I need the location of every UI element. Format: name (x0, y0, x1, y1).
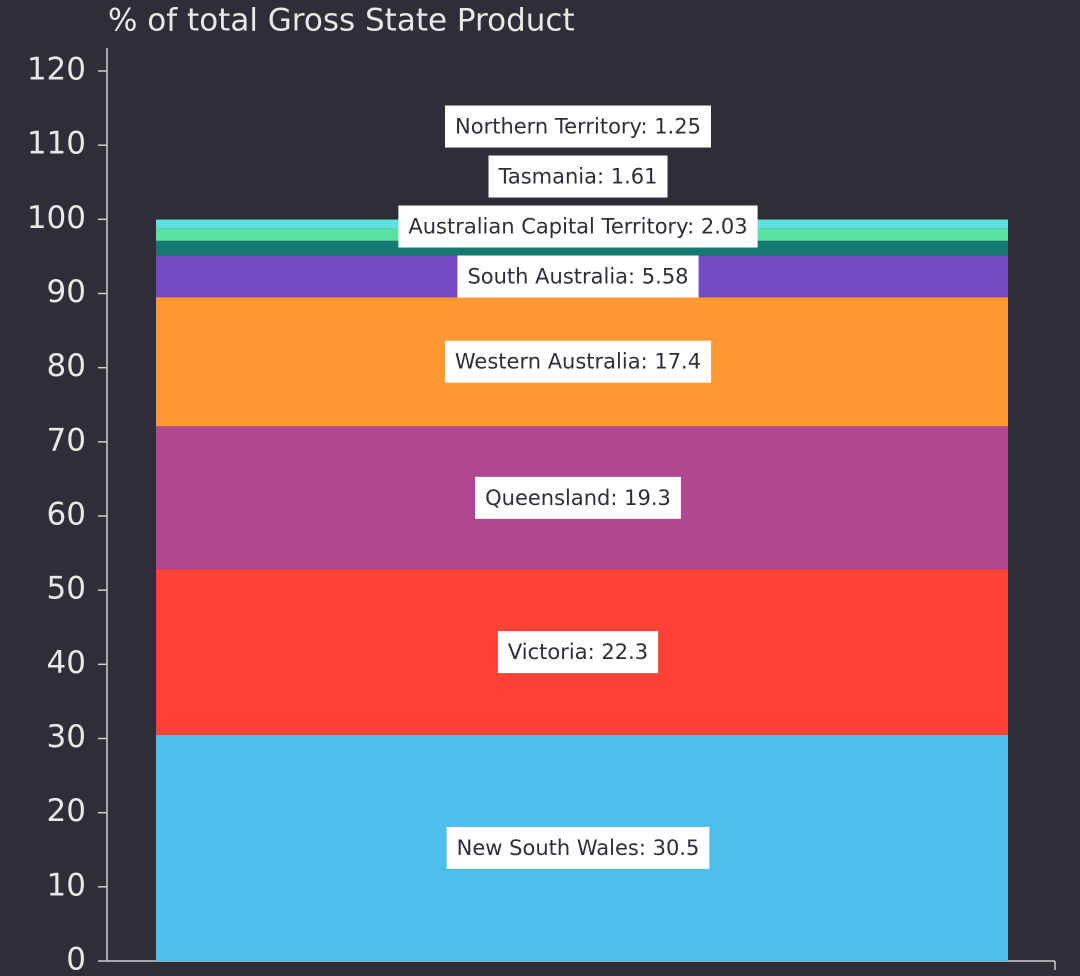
data-label-box (398, 205, 758, 248)
data-label-box (497, 631, 659, 674)
data-label: South Australia: 5.58 (457, 255, 699, 298)
data-label: Australian Capital Territory: 2.03 (398, 205, 758, 248)
y-tick-label: 100 (27, 200, 86, 236)
data-label-box (446, 826, 710, 869)
data-label-text: Tasmania: 1.61 (497, 165, 657, 189)
y-tick-label: 20 (47, 793, 86, 829)
y-tick-label: 120 (27, 52, 86, 88)
data-label: Western Australia: 17.4 (444, 340, 712, 383)
y-tick-label: 50 (47, 571, 86, 607)
data-label-text: Western Australia: 17.4 (455, 350, 701, 374)
data-label-box (444, 340, 712, 383)
data-label-text: South Australia: 5.58 (467, 265, 688, 289)
y-tick-label: 80 (47, 348, 86, 384)
data-label-text: Victoria: 22.3 (508, 640, 648, 664)
data-label-text: Queensland: 19.3 (485, 486, 671, 510)
data-label: Northern Territory: 1.25 (445, 105, 711, 148)
data-label: New South Wales: 30.5 (446, 826, 710, 869)
data-label-text: Australian Capital Territory: 2.03 (408, 215, 747, 239)
bar-segment (156, 240, 1008, 256)
y-tick-label: 0 (66, 942, 86, 976)
data-label-text: New South Wales: 30.5 (457, 836, 700, 860)
y-tick-label: 40 (47, 645, 86, 681)
data-label-box (457, 255, 699, 298)
y-axis-title: % of total Gross State Product (108, 3, 575, 39)
y-tick-label: 30 (47, 719, 86, 755)
y-tick-label: 110 (27, 126, 86, 162)
y-tick-label: 60 (47, 497, 86, 533)
data-label-text: Northern Territory: 1.25 (455, 115, 701, 139)
data-label: Tasmania: 1.61 (488, 155, 668, 198)
data-label-box (475, 476, 681, 519)
data-label-box (488, 155, 668, 198)
y-tick-label: 10 (47, 867, 86, 903)
data-label-box (445, 105, 711, 148)
data-label: Victoria: 22.3 (497, 631, 659, 674)
y-tick-label: 90 (47, 274, 86, 310)
y-tick-label: 70 (47, 422, 86, 458)
data-label: Queensland: 19.3 (475, 476, 681, 519)
